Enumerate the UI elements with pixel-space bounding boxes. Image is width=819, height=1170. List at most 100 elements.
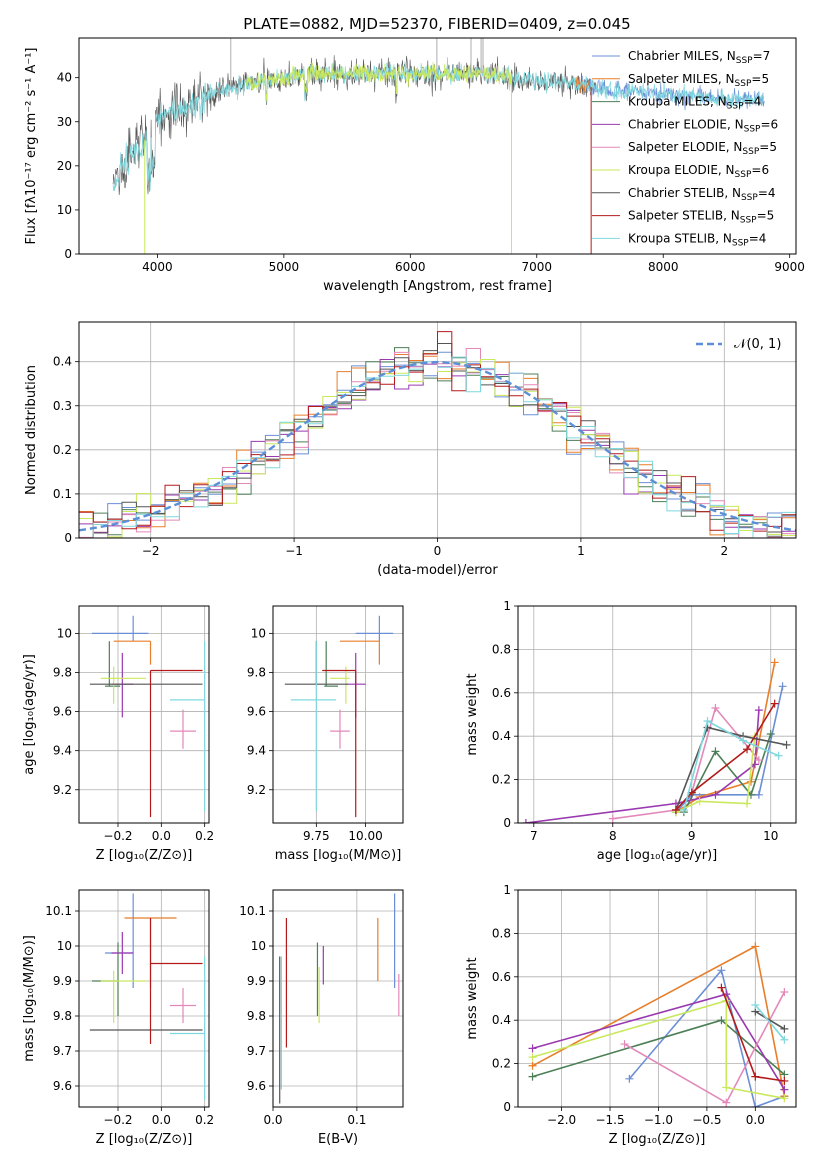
- legend-label: Salpeter STELIB, N: [628, 209, 740, 223]
- weight-line-salpeter-elodie: [620, 987, 789, 1107]
- weight-line: [532, 999, 785, 1100]
- y-tick-label: 10.1: [45, 904, 72, 918]
- y-tick-label: 0.4: [53, 355, 72, 369]
- weight-point-marker: [695, 797, 704, 806]
- legend-label: Kroupa MILES, N: [628, 95, 727, 109]
- y-tick-label: 10: [251, 626, 266, 640]
- y-tick-label: 0.2: [53, 443, 72, 457]
- weight-point-marker: [679, 805, 688, 814]
- errorbar-chabrier-miles: [92, 615, 149, 642]
- weight-line-salpeter-stelib: [671, 699, 779, 814]
- weight-line-kroupa-stelib: [751, 1001, 789, 1044]
- weight-line: [628, 968, 785, 1107]
- mass_vs_Z-plot-area: [89, 893, 206, 1100]
- weight-point-marker: [743, 745, 752, 754]
- errorbar-kroupa-elodie: [100, 970, 147, 1023]
- weight-point-marker: [754, 790, 763, 799]
- x-tick-label: −1.0: [644, 1113, 673, 1127]
- x-tick-label: 8: [609, 829, 617, 843]
- y-tick-label: 9.8: [53, 1009, 72, 1023]
- weight-point-marker: [754, 756, 763, 765]
- legend-subscript: SSP: [735, 170, 752, 180]
- age_vs_Z-frame: [78, 605, 210, 824]
- legend-entry: Chabrier STELIB, NSSP=4: [628, 186, 776, 203]
- residuals-frame: [78, 321, 797, 539]
- x-tick-label: −1.5: [595, 1113, 624, 1127]
- weight-line: [754, 1004, 786, 1041]
- weight-point-marker: [780, 1035, 789, 1044]
- age_vs_mass-axes: 9.75 10.00 9.2 9.4 9.6 9.8 10 mass [log₁₀(M/M⊙)…: [247, 605, 404, 863]
- y-tick-label: 9.8: [247, 1009, 266, 1023]
- weight-point-marker: [770, 699, 779, 708]
- age_vs_Z-plot-area: [89, 615, 206, 818]
- y-tick-label: 9.6: [247, 1079, 266, 1093]
- weight-point-marker: [780, 987, 789, 996]
- errorbar-kroupa-stelib: [170, 956, 206, 1100]
- y-tick-label: 0.8: [492, 926, 511, 940]
- y-axis-label: mass [log₁₀(M/M⊙)]: [22, 935, 37, 1062]
- weight-line: [675, 726, 787, 811]
- y-axis-label: age [log₁₀(age/yr)]: [22, 654, 37, 775]
- mass_vs_EBV-plot-area: [279, 893, 400, 1104]
- weight-point-marker: [703, 717, 712, 726]
- weight-point-marker: [620, 1040, 629, 1049]
- y-tick-label: 0.8: [492, 642, 511, 656]
- model-spectrum-line: [574, 75, 593, 96]
- residual-histogram-kroupa-stelib: [79, 356, 796, 538]
- x-axis-label: Z [log₁₀(Z/Z⊙)]: [96, 848, 193, 863]
- weight_vs_age-frame: [517, 605, 797, 824]
- legend-entry: Salpeter ELODIE, NSSP=5: [628, 140, 777, 157]
- errorbar-chabrier-miles: [105, 893, 134, 988]
- weight_vs_age-plot-area: [521, 658, 791, 823]
- legend-entry: Kroupa STELIB, NSSP=4: [628, 231, 766, 248]
- legend-subscript: SSP: [744, 124, 761, 134]
- x-tick-label: 4000: [142, 260, 173, 274]
- errorbar-salpeter-miles: [339, 640, 380, 665]
- weight_vs_Z-plot-area: [528, 942, 789, 1107]
- weight-line: [683, 719, 779, 811]
- spectrum-frame: [78, 37, 797, 255]
- legend-label: Kroupa STELIB, N: [628, 231, 732, 245]
- y-tick-label: 9.6: [53, 1079, 72, 1093]
- legend-entry: Kroupa MILES, NSSP=4: [628, 95, 761, 112]
- errorbar-salpeter-miles: [113, 640, 152, 665]
- x-tick-label: 7: [530, 829, 538, 843]
- weight-point-marker: [608, 814, 617, 823]
- y-tick-label: 0.6: [492, 970, 511, 984]
- errorbar-salpeter-stelib: [322, 669, 357, 818]
- weight-line: [675, 703, 776, 811]
- residual-histogram-salpeter-stelib: [79, 331, 796, 532]
- mass_vs_Z-axes: −0.2 0.0 0.2 9.6 9.7 9.8 9.9 10 10.1 Z [log₁₀(Z/Z…: [22, 889, 214, 1147]
- legend-value: =5: [751, 72, 769, 86]
- x-tick-label: 0.2: [195, 1113, 214, 1127]
- weight-line: [624, 991, 786, 1104]
- x-axis-label: Z [log₁₀(Z/Z⊙)]: [609, 1132, 706, 1147]
- weight-point-marker: [521, 819, 530, 823]
- y-tick-label: 9.9: [53, 974, 72, 988]
- weight-point-marker: [528, 1072, 537, 1081]
- weight-point-marker: [751, 1072, 760, 1081]
- x-axis-label: E(B-V): [318, 1132, 358, 1147]
- weight-point-marker: [780, 1094, 789, 1103]
- mass_vs_EBV-frame: [272, 889, 404, 1108]
- residuals-plot-area: [79, 331, 796, 538]
- weight-point-marker: [751, 1001, 760, 1010]
- y-tick-label: 9.8: [53, 665, 72, 679]
- legend-label: Chabrier ELODIE, N: [628, 117, 744, 131]
- legend-value: =6: [760, 117, 778, 131]
- weight-line-kroupa-stelib: [679, 717, 783, 814]
- weight-line-salpeter-stelib: [717, 983, 789, 1085]
- legend-label: Salpeter ELODIE, N: [628, 140, 742, 154]
- weight-point-marker: [528, 1061, 537, 1070]
- legend-label: Salpeter MILES, N: [628, 72, 735, 86]
- y-tick-label: 9.7: [247, 1044, 266, 1058]
- errorbar-kroupa-elodie: [330, 666, 350, 704]
- x-axis-label: wavelength [Angstrom, rest frame]: [323, 279, 552, 294]
- weight-point-marker: [625, 1074, 634, 1083]
- weight-point-marker: [711, 703, 720, 712]
- legend-label: Kroupa ELODIE, N: [628, 163, 735, 177]
- x-tick-label: 2: [720, 544, 728, 558]
- y-tick-label: 0.6: [492, 686, 511, 700]
- x-tick-label: 0.2: [195, 829, 214, 843]
